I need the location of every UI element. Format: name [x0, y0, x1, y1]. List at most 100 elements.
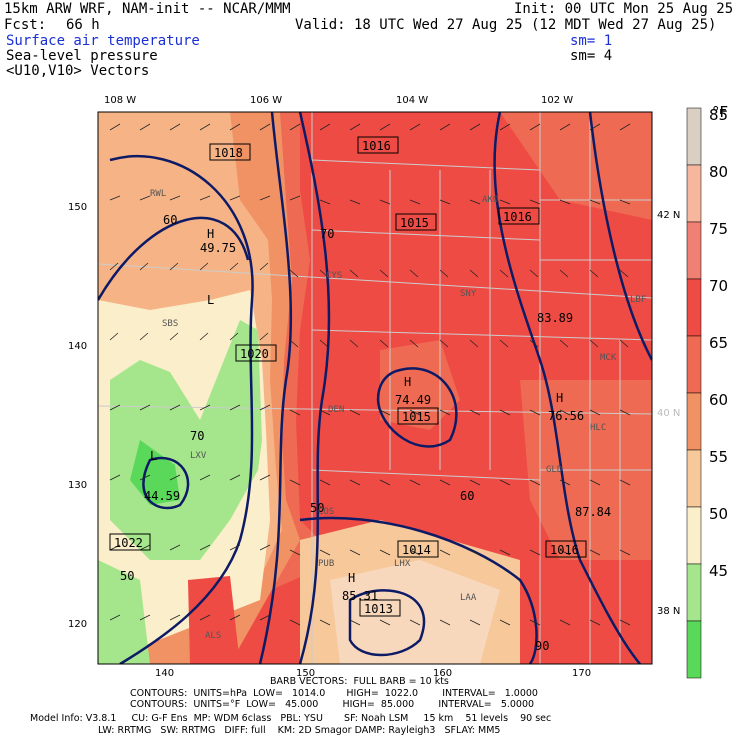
temperature-label: 70 — [190, 429, 204, 443]
station-label: GLD — [546, 465, 562, 475]
forecast-hours: 66 h — [66, 17, 100, 33]
lat-40n: 40 N — [657, 408, 681, 419]
temperature-label: L — [207, 293, 214, 307]
temperature-label: 60 — [460, 489, 474, 503]
temperature-label: 49.75 — [200, 241, 236, 255]
legend-tick-label: 60 — [709, 391, 729, 409]
init-time: Init: 00 UTC Mon 25 Aug 25 — [514, 1, 734, 17]
field-pressure-smoothing: sm= 4 — [570, 48, 613, 64]
pressure-box — [545, 540, 587, 558]
wind-barbs — [109, 123, 631, 626]
lat-38n: 38 N — [657, 606, 681, 617]
legend-swatch — [686, 392, 702, 451]
forecast-label: Fcst: — [4, 17, 47, 33]
station-label: LXV — [190, 451, 207, 461]
temperature-label: 83.89 — [537, 311, 573, 325]
station-label: PUB — [318, 559, 334, 569]
barb-vectors-note: BARB VECTORS: FULL BARB = 10 kts — [270, 676, 449, 687]
bottom-tick-140: 140 — [155, 668, 175, 679]
legend-swatch — [686, 278, 702, 337]
bottom-tick-170: 170 — [572, 668, 592, 679]
temperature-label: 87.84 — [575, 505, 611, 519]
temp-fill-northeast — [500, 112, 652, 220]
legend-tick-label: 50 — [709, 505, 729, 523]
pressure-value: 1015 — [400, 216, 429, 230]
temperature-label: 85.31 — [342, 589, 378, 603]
pressure-box — [357, 136, 399, 154]
pressure-box — [397, 407, 439, 425]
pressure-contours — [98, 112, 652, 664]
contours-pressure: CONTOURS: UNITS=hPa LOW= 1014.0 HIGH= 10… — [130, 688, 538, 699]
lat-42n: 42 N — [657, 210, 681, 221]
legend-colorbar — [686, 107, 702, 679]
legend-tick-label: 55 — [709, 448, 729, 466]
station-label: CYS — [326, 271, 342, 281]
legend-tick-label: 75 — [709, 220, 729, 238]
legend-swatch — [686, 335, 702, 394]
pressure-box-labels: 1018 1016 1016 1015 1020 1015 1022 1014 1016 1013 — [109, 136, 587, 617]
temperature-label: 60 — [163, 213, 177, 227]
temperature-label: 74.49 — [395, 393, 431, 407]
station-label: COS — [318, 507, 334, 517]
left-tick-150: 150 — [68, 202, 88, 213]
station-label: AKO — [482, 195, 498, 205]
pressure-box — [359, 599, 401, 617]
legend-swatch — [686, 221, 702, 280]
field-pressure: Sea-level pressure — [6, 48, 158, 64]
temperature-label: 76.56 — [548, 409, 584, 423]
model-info-2: LW: RRTMG SW: RRTMG DIFF: full KM: 2D Sm… — [98, 725, 501, 736]
pressure-value: 1020 — [240, 347, 269, 361]
temperature-label: H — [207, 227, 214, 241]
legend-swatch — [686, 506, 702, 565]
left-tick-120: 120 — [68, 619, 88, 630]
pressure-box — [395, 213, 437, 231]
field-wind-vectors: <U10,V10> Vectors — [6, 63, 150, 79]
legend-tick-label: 80 — [709, 163, 729, 181]
station-label: LAA — [460, 593, 477, 603]
station-labels: RWL CYS SBS DEN LXV SNY AKO GLD PUB LHX LAA ALS COS L… — [150, 189, 646, 641]
top-tick-104w: 104 W — [396, 95, 429, 106]
pressure-value: 1016 — [362, 139, 391, 153]
station-label: HLC — [590, 423, 606, 433]
left-tick-130: 130 — [68, 480, 88, 491]
pressure-box — [109, 533, 151, 551]
pressure-value: 1013 — [364, 602, 393, 616]
left-tick-140: 140 — [68, 341, 88, 352]
legend-tick-label: 70 — [709, 277, 729, 295]
station-label: LBF — [630, 295, 646, 305]
top-tick-106w: 106 W — [250, 95, 283, 106]
bottom-tick-160: 160 — [433, 668, 453, 679]
pressure-box — [209, 143, 251, 161]
temperature-label: 50 — [310, 501, 324, 515]
pressure-box — [498, 207, 540, 225]
station-label: SNY — [460, 289, 477, 299]
bottom-tick-150: 150 — [296, 668, 316, 679]
temp-fill-45-50-south — [98, 560, 150, 664]
pressure-box — [397, 540, 439, 558]
legend-tick-label: 65 — [709, 334, 729, 352]
pressure-value: 1016 — [550, 543, 579, 557]
temp-fill-below-45 — [130, 440, 180, 505]
pressure-box — [235, 344, 277, 362]
temperature-field — [98, 112, 652, 664]
pressure-value: 1014 — [402, 543, 431, 557]
legend-swatch — [686, 449, 702, 508]
legend-tick-label: 85 — [709, 106, 729, 124]
station-label: RWL — [150, 189, 166, 199]
legend-swatch — [686, 620, 702, 679]
map-frame — [97, 111, 653, 665]
temperature-label: H — [404, 375, 411, 389]
valid-time: Valid: 18 UTC Wed 27 Aug 25 (12 MDT Wed … — [295, 17, 717, 33]
legend-swatch — [686, 164, 702, 223]
temperature-label: L — [150, 449, 157, 463]
legend-swatch — [686, 107, 702, 166]
station-label: SBS — [162, 319, 178, 329]
contours-temperature: CONTOURS: UNITS=°F LOW= 45.000 HIGH= 85.… — [130, 699, 535, 710]
top-tick-102w: 102 W — [541, 95, 574, 106]
temperature-label: 90 — [535, 639, 549, 653]
station-label: LHX — [394, 559, 411, 569]
field-temperature: Surface air temperature — [6, 33, 200, 49]
legend-tick-label: 45 — [709, 562, 729, 580]
